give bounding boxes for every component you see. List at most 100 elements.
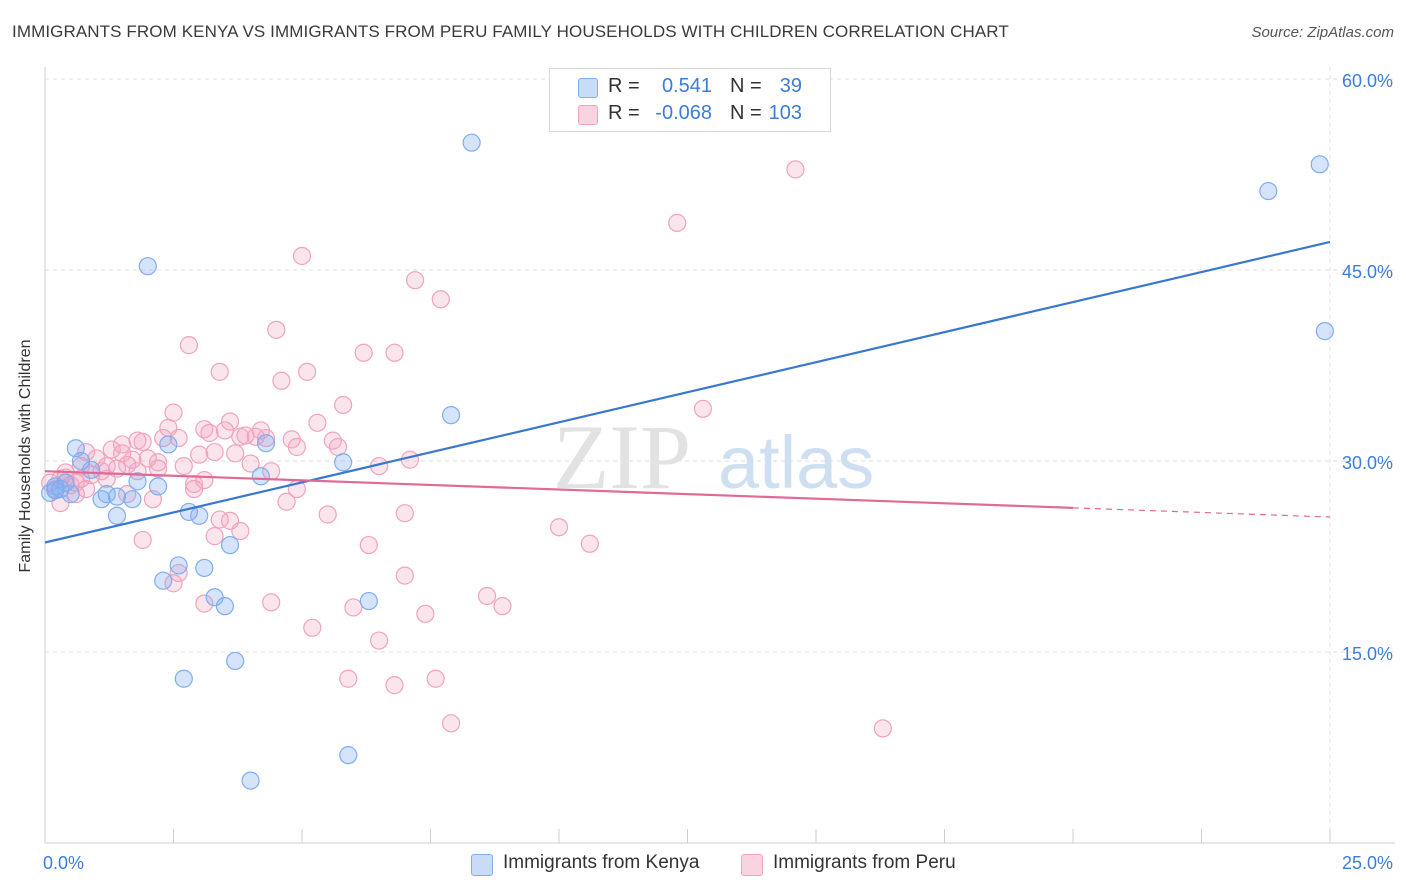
peru-point	[493, 597, 512, 616]
peru-point	[668, 213, 687, 232]
kenya-point	[190, 506, 209, 525]
peru-point	[298, 362, 317, 381]
watermark: ZIP atlas	[553, 406, 874, 508]
legend-row-kenya: R = 0.541 N = 39	[550, 73, 830, 101]
peru-point	[195, 594, 214, 613]
kenya-point	[174, 669, 193, 688]
kenya-point	[82, 460, 101, 480]
kenya-point	[359, 591, 378, 611]
legend-r-value: 0.541	[661, 75, 712, 97]
peru-point	[215, 421, 234, 440]
peru-point	[308, 413, 327, 432]
y-tick-label: 45.0%	[1342, 262, 1393, 282]
peru-point	[334, 395, 353, 415]
peru-trend-line-dashed	[1072, 507, 1331, 518]
peru-point	[693, 399, 713, 418]
kenya-point	[61, 485, 80, 504]
kenya-point	[241, 771, 260, 790]
trend-lines	[44, 240, 1331, 544]
peru-point	[385, 676, 404, 695]
legend-r-value: -0.068	[655, 102, 712, 124]
peru-point	[303, 618, 322, 637]
legend-row-peru: R = -0.068 N = 103	[550, 100, 830, 128]
x-tick-label: 25.0%	[1342, 853, 1393, 873]
y-tick-label: 15.0%	[1342, 644, 1393, 664]
peru-point	[112, 444, 132, 463]
y-tick-label: 60.0%	[1342, 71, 1393, 91]
peru-point	[210, 362, 229, 381]
peru-point	[205, 527, 224, 546]
peru-point	[148, 453, 168, 472]
peru-point	[580, 534, 599, 553]
legend-n-value: 103	[768, 102, 802, 124]
x-tick-label: 0.0%	[43, 853, 84, 873]
peru-point	[77, 442, 96, 462]
legend-n-label: N =	[730, 75, 762, 97]
peru-point	[148, 459, 168, 478]
peru-point	[400, 450, 420, 469]
legend-n-label: N =	[730, 102, 762, 124]
legend-r-label: R =	[608, 102, 640, 124]
peru-point	[195, 420, 214, 439]
peru-trend-line	[44, 470, 1074, 509]
peru-point	[220, 511, 240, 530]
kenya-point	[1259, 181, 1278, 201]
peru-point	[395, 566, 414, 585]
peru-point	[220, 412, 240, 431]
peru-point	[339, 669, 358, 688]
kenya-point	[462, 133, 481, 152]
peru-point	[786, 160, 805, 179]
peru-point	[395, 504, 414, 523]
kenya-point	[128, 472, 147, 491]
legend-r-label: R =	[608, 75, 640, 97]
kenya-point	[334, 453, 353, 472]
kenya-point	[138, 257, 157, 276]
kenya-point	[46, 477, 65, 496]
kenya-point	[441, 406, 461, 425]
peru-point	[205, 442, 224, 462]
kenya-point	[215, 597, 234, 616]
peru-point	[416, 604, 435, 623]
peru-point	[102, 440, 121, 459]
peru-point	[184, 474, 204, 494]
bottom-legend-label-kenya: Immigrants from Kenya	[503, 852, 700, 873]
kenya-point	[195, 558, 214, 578]
bottom-legend-swatch-kenya	[471, 854, 493, 876]
peru-point	[267, 320, 286, 339]
series-peru-points	[41, 160, 892, 738]
peru-point	[169, 428, 188, 448]
bottom-legend-label-peru: Immigrants from Peru	[773, 852, 956, 873]
kenya-point	[148, 477, 168, 496]
kenya-trend-line	[44, 240, 1331, 544]
peru-point	[123, 450, 142, 469]
peru-point	[385, 343, 404, 362]
kenya-point	[339, 746, 358, 765]
peru-point	[344, 598, 363, 617]
peru-point	[128, 431, 147, 450]
kenya-point	[56, 473, 75, 492]
bottom-legend-swatch-peru	[741, 854, 763, 876]
kenya-point	[92, 490, 111, 509]
peru-point	[370, 631, 389, 650]
peru-point	[549, 518, 569, 537]
peru-point	[262, 593, 281, 612]
chart-title: IMMIGRANTS FROM KENYA VS IMMIGRANTS FROM…	[12, 22, 1009, 41]
peru-point	[318, 505, 337, 524]
peru-point	[277, 492, 296, 511]
kenya-point	[1310, 155, 1329, 174]
legend-n-value: 39	[779, 75, 802, 97]
stats-legend: R = 0.541 N = 39 R = -0.068 N = 103	[549, 68, 831, 132]
peru-point	[359, 535, 378, 555]
kenya-point	[1315, 322, 1334, 341]
kenya-point	[169, 556, 188, 575]
peru-point	[97, 456, 116, 476]
peru-point	[174, 456, 193, 476]
kenya-point	[251, 467, 270, 486]
source-label: Source: ZipAtlas.com	[1251, 24, 1394, 41]
peru-point	[354, 343, 373, 362]
peru-point	[272, 371, 291, 390]
peru-point	[873, 719, 892, 738]
peru-point	[287, 437, 306, 457]
peru-point	[169, 563, 188, 583]
